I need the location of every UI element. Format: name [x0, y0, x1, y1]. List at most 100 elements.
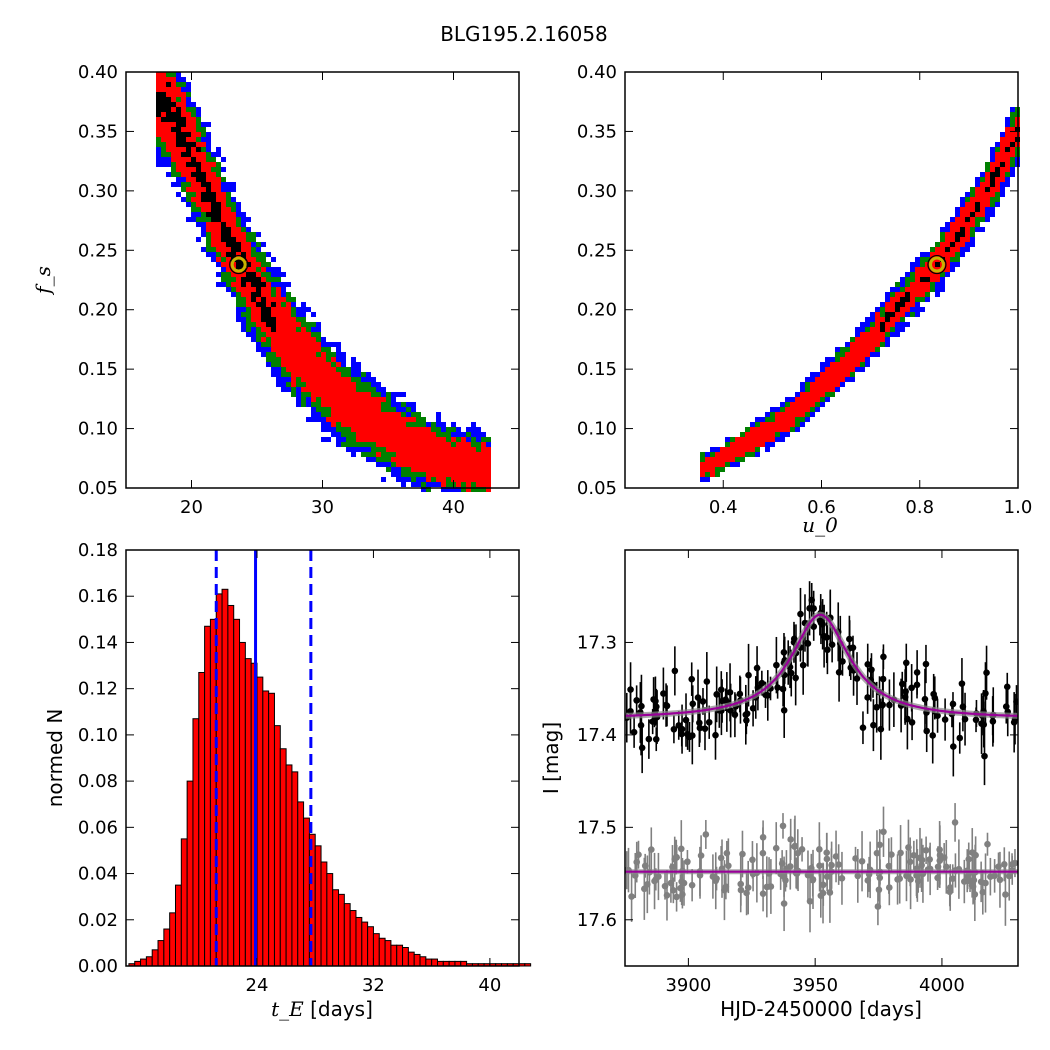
density-cell: [166, 132, 171, 137]
density-cell: [451, 462, 456, 467]
density-cell: [381, 392, 386, 397]
density-cell: [266, 332, 271, 337]
density-cell: [356, 442, 361, 447]
density-cell: [735, 437, 740, 442]
data-point: [894, 876, 901, 883]
density-cell: [865, 337, 870, 342]
histogram-bar: [297, 801, 305, 967]
density-cell: [955, 242, 960, 247]
x-tick-label: 24: [246, 975, 269, 996]
density-cell: [486, 457, 491, 462]
density-cell: [411, 442, 416, 447]
density-cell: [915, 257, 920, 262]
density-cell: [216, 252, 221, 257]
data-point: [875, 886, 883, 894]
density-cell: [266, 287, 271, 292]
density-cell: [246, 322, 251, 327]
density-cell: [815, 397, 820, 402]
density-cell: [201, 172, 206, 177]
density-cell: [211, 247, 216, 252]
density-cell: [780, 437, 785, 442]
data-point: [946, 888, 954, 896]
density-cell: [331, 387, 336, 392]
density-cell: [291, 382, 296, 387]
density-cell: [805, 402, 810, 407]
density-cell: [810, 377, 815, 382]
density-cell: [186, 177, 191, 182]
density-cell: [885, 307, 890, 312]
data-point: [879, 675, 887, 683]
density-cell: [286, 317, 291, 322]
density-cell: [241, 272, 246, 277]
density-cell: [241, 317, 246, 322]
density-cell: [226, 242, 231, 247]
density-cell: [281, 297, 286, 302]
density-cell: [326, 372, 331, 377]
data-point: [951, 819, 959, 826]
density-cell: [1005, 152, 1010, 157]
data-point: [902, 659, 910, 667]
density-cell: [226, 262, 231, 267]
density-cell: [266, 272, 271, 277]
density-cell: [376, 432, 381, 437]
density-cell: [890, 307, 895, 312]
data-point: [633, 858, 641, 866]
density-cell: [241, 232, 246, 237]
density-cell: [875, 342, 880, 347]
data-point: [886, 884, 893, 891]
density-cell: [401, 467, 406, 472]
density-cell: [236, 217, 241, 222]
density-cell: [256, 292, 261, 297]
density-cell: [765, 427, 770, 432]
density-cell: [366, 372, 371, 377]
density-cell: [835, 362, 840, 367]
density-cell: [316, 347, 321, 352]
data-point: [880, 653, 887, 661]
density-cell: [396, 402, 401, 407]
density-cell: [466, 477, 471, 482]
density-cell: [281, 322, 286, 327]
density-cell: [181, 177, 186, 182]
density-cell: [206, 157, 211, 162]
data-point: [697, 852, 705, 859]
density-cell: [421, 417, 426, 422]
density-cell: [171, 157, 176, 162]
density-cell: [391, 442, 396, 447]
density-cell: [456, 447, 461, 452]
density-cell: [256, 242, 261, 247]
density-cell: [725, 452, 730, 457]
density-cell: [331, 357, 336, 362]
tick-marks: [625, 550, 1018, 966]
density-cell: [266, 312, 271, 317]
density-cell: [301, 392, 306, 397]
density-cell: [476, 432, 481, 437]
density-cell: [251, 277, 256, 282]
density-cell: [396, 467, 401, 472]
density-cell: [381, 457, 386, 462]
density-cell: [196, 172, 201, 177]
density-cell: [391, 447, 396, 452]
density-cell: [730, 457, 735, 462]
density-cell: [311, 322, 316, 327]
density-cell: [261, 282, 266, 287]
density-cell: [730, 442, 735, 447]
density-cell: [251, 312, 256, 317]
density-cell: [286, 352, 291, 357]
density-cell: [780, 407, 785, 412]
data-point: [934, 712, 941, 719]
density-cell: [206, 242, 211, 247]
histogram-bar: [390, 944, 398, 967]
density-cell: [970, 222, 975, 227]
data-point: [981, 752, 988, 760]
histogram-bar: [384, 940, 392, 967]
density-cell: [336, 347, 341, 352]
data-point: [1005, 872, 1013, 880]
density-cell: [755, 452, 760, 457]
density-cell: [316, 417, 321, 422]
density-cell: [271, 362, 276, 367]
histogram-bar: [407, 951, 415, 967]
histogram-bar: [227, 604, 235, 967]
density-cell: [211, 212, 216, 217]
density-cell: [441, 477, 446, 482]
density-cell: [326, 377, 331, 382]
